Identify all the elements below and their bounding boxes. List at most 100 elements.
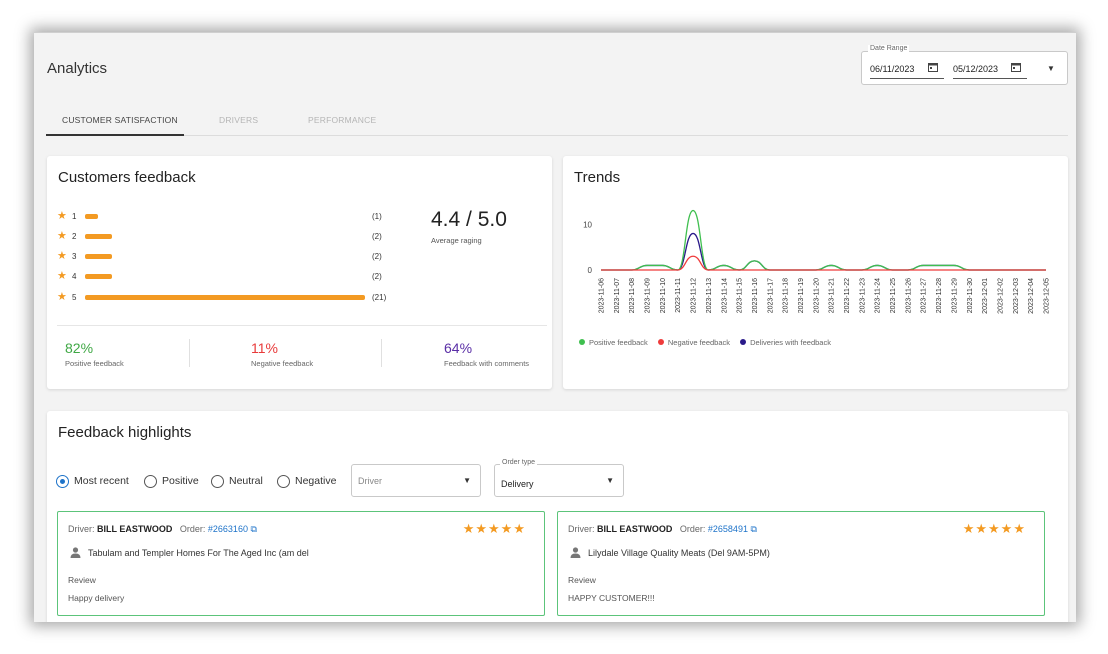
comments-feedback-value: 64% (444, 340, 473, 356)
series-line (601, 255, 1046, 271)
x-tick-label: 2023-12-01 (982, 278, 989, 314)
series-line (601, 232, 1046, 271)
rating-count: (2) (372, 272, 382, 281)
legend-item[interactable]: Negative feedback (657, 338, 731, 347)
rating-row: ★ 3 (2) (57, 250, 417, 263)
x-tick-label: 2023-11-14 (721, 278, 728, 313)
x-tick-label: 2023-11-06 (599, 278, 606, 313)
radio-circle[interactable] (277, 475, 290, 488)
x-tick-label: 2023-11-25 (890, 278, 897, 313)
legend-item[interactable]: Positive feedback (579, 338, 648, 347)
rating-stars: ★★★★★ (962, 521, 1026, 536)
end-date-input[interactable]: 05/12/2023 (953, 64, 1027, 79)
order-type-select[interactable]: Order type Delivery ▼ (494, 459, 624, 497)
x-tick-label: 2023-11-18 (783, 278, 790, 313)
rating-stars: ★★★★★ (462, 521, 526, 536)
x-tick-label: 2023-11-17 (767, 278, 774, 313)
app-window: Analytics Date Range 06/11/2023 05/12/20… (34, 32, 1076, 622)
rating-level: 4 (72, 272, 77, 281)
external-link-icon[interactable]: ⧉ (250, 524, 257, 534)
start-date-input[interactable]: 06/11/2023 (870, 64, 944, 79)
person-icon (570, 547, 581, 561)
card-title: Feedback highlights (58, 424, 192, 441)
radio-label: Most recent (74, 475, 129, 487)
feedback-card[interactable]: Driver: BILL EASTWOOD Order: #2658491 ⧉ … (557, 511, 1045, 616)
chevron-down-icon[interactable]: ▼ (1047, 64, 1055, 73)
driver-name: BILL EASTWOOD (97, 524, 173, 534)
external-link-icon[interactable]: ⧉ (750, 524, 757, 534)
legend-label: Deliveries with feedback (750, 338, 831, 347)
rating-row: ★ 4 (2) (57, 270, 417, 283)
rating-bar (85, 295, 365, 300)
radio-circle[interactable] (56, 475, 69, 488)
rating-level: 1 (72, 212, 77, 221)
radio-label: Neutral (229, 475, 263, 487)
y-tick-label: 0 (588, 266, 593, 275)
person-icon (70, 547, 81, 561)
rating-row: ★ 5 (21) (57, 291, 417, 304)
tab-customer-satisfaction[interactable]: CUSTOMER SATISFACTION (46, 112, 184, 136)
customer-location: Lilydale Village Quality Meats (Del 9AM-… (588, 548, 770, 558)
x-tick-label: 2023-11-07 (614, 278, 621, 313)
x-tick-label: 2023-11-19 (798, 278, 805, 313)
star-icon: ★ (57, 270, 67, 282)
date-range-label: Date Range (868, 45, 910, 52)
average-rating-value: 4.4 / 5.0 (431, 208, 507, 231)
star-icon: ★ (57, 250, 67, 262)
review-label: Review (68, 575, 96, 585)
order-link[interactable]: #2658491 (707, 524, 748, 534)
driver-prefix: Driver: (68, 524, 95, 534)
feedback-card[interactable]: Driver: BILL EASTWOOD Order: #2663160 ⧉ … (57, 511, 545, 616)
review-text: HAPPY CUSTOMER!!! (568, 593, 655, 603)
radio-label: Negative (295, 475, 337, 487)
x-tick-label: 2023-11-11 (675, 278, 682, 313)
driver-name: BILL EASTWOOD (597, 524, 673, 534)
feedback-meta: Driver: BILL EASTWOOD Order: #2663160 ⧉ (68, 524, 257, 535)
rating-count: (2) (372, 232, 382, 241)
chevron-down-icon: ▼ (463, 476, 471, 485)
order-prefix: Order: (679, 524, 706, 534)
legend-dot (740, 339, 747, 345)
radio-circle[interactable] (211, 475, 224, 488)
legend-label: Positive feedback (589, 338, 648, 347)
order-type-value: Delivery (501, 479, 534, 489)
positive-feedback-value: 82% (65, 340, 94, 356)
card-title: Trends (574, 169, 621, 186)
rating-bar (85, 214, 99, 219)
rating-row: ★ 1 (1) (57, 210, 417, 223)
x-tick-label: 2023-12-02 (997, 278, 1004, 314)
x-tick-label: 2023-11-26 (905, 278, 912, 313)
x-tick-label: 2023-11-13 (706, 278, 713, 313)
star-icon: ★ (57, 230, 67, 242)
rating-bar (85, 274, 112, 279)
radio-circle[interactable] (144, 475, 157, 488)
comments-feedback-label: Feedback with comments (444, 359, 530, 368)
legend-label: Negative feedback (667, 338, 731, 347)
calendar-icon[interactable] (928, 62, 938, 74)
x-tick-label: 2023-11-22 (844, 278, 851, 313)
x-tick-label: 2023-11-27 (921, 278, 928, 313)
x-tick-label: 2023-11-08 (629, 278, 636, 313)
x-tick-label: 2023-12-03 (1013, 278, 1020, 314)
x-tick-label: 2023-11-29 (951, 278, 958, 313)
legend-item[interactable]: Deliveries with feedback (740, 338, 831, 347)
page-title: Analytics (47, 60, 108, 77)
legend-dot (579, 339, 585, 345)
date-range-picker[interactable]: Date Range 06/11/2023 05/12/2023 ▼ (861, 45, 1068, 85)
tab-drivers[interactable]: DRIVERS (219, 115, 259, 125)
negative-feedback-value: 11% (251, 340, 278, 356)
x-tick-label: 2023-11-20 (813, 278, 820, 313)
rating-row: ★ 2 (2) (57, 230, 417, 243)
order-link[interactable]: #2663160 (207, 524, 248, 534)
x-tick-label: 2023-11-21 (829, 278, 836, 313)
x-tick-label: 2023-11-16 (752, 278, 759, 313)
customers-feedback-card: Customers feedback ★ 1 (1) ★ 2 (2) ★ 3 (… (47, 156, 552, 389)
tab-performance[interactable]: PERFORMANCE (308, 115, 377, 125)
x-tick-label: 2023-11-23 (859, 278, 866, 313)
x-tick-label: 2023-11-10 (660, 278, 667, 313)
rating-bar (85, 234, 112, 239)
rating-count: (1) (372, 212, 382, 221)
star-icon: ★ (57, 291, 67, 303)
calendar-icon[interactable] (1011, 62, 1021, 74)
driver-select[interactable]: Driver ▼ (351, 464, 481, 497)
